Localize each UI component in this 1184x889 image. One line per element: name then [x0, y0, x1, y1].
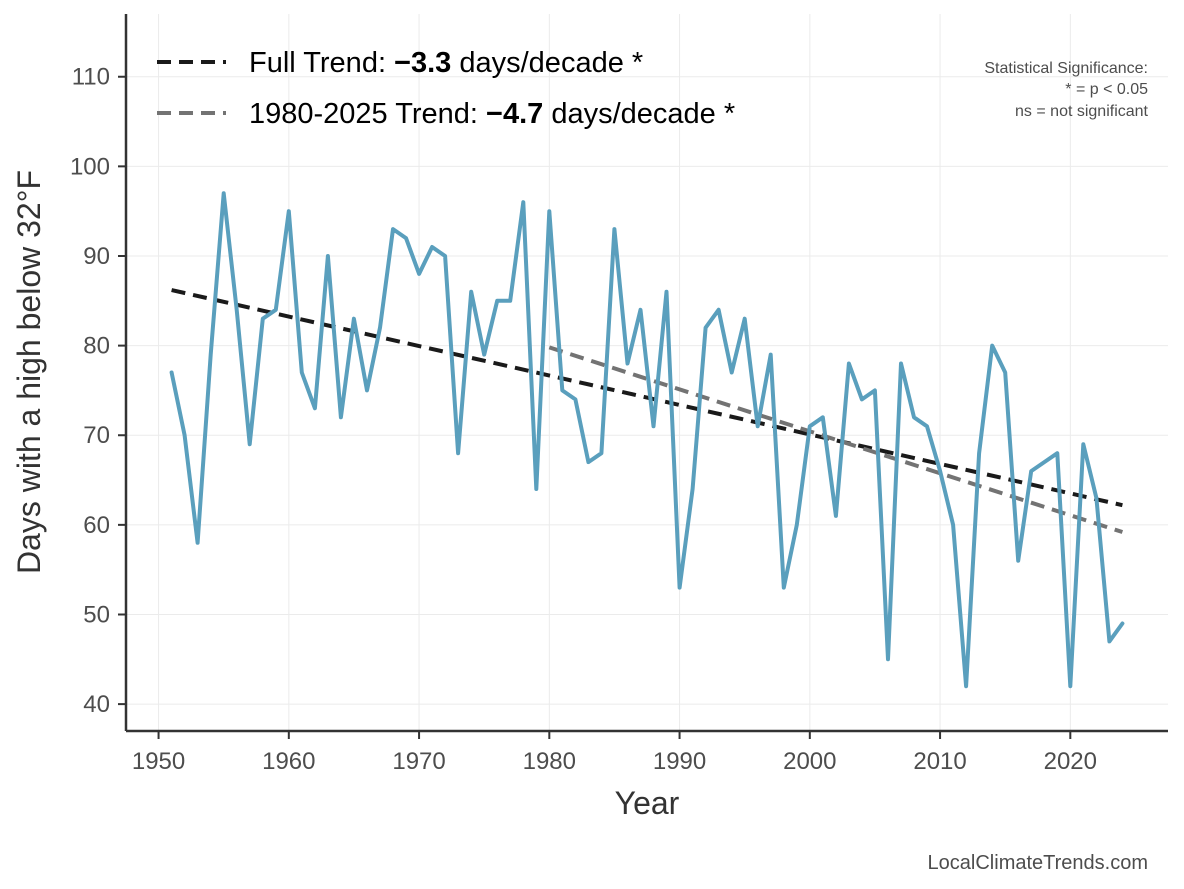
significance-line: Statistical Significance:: [984, 60, 1148, 77]
trend-line-full: [171, 288, 1123, 508]
y-tick-label: 80: [83, 333, 110, 360]
y-ticks: 40 50 60 70 80 90 100 110: [70, 64, 126, 718]
y-tick-label: 70: [83, 422, 110, 449]
significance-line: ns = not significant: [1015, 103, 1149, 120]
series-line: [169, 191, 1125, 689]
significance-line: * = p < 0.05: [1065, 81, 1148, 98]
data-series: [169, 191, 1125, 689]
legend: Full Trend: −3.3 days/decade * 1980-2025…: [157, 47, 735, 130]
x-tick-label: 2000: [783, 748, 836, 775]
x-tick-label: 1960: [262, 748, 315, 775]
significance-note: Statistical Significance: * = p < 0.05 n…: [984, 60, 1148, 120]
legend-value-full-trend: −3.3: [394, 47, 451, 79]
y-tick-label: 90: [83, 243, 110, 270]
trend-lines: [171, 288, 1124, 534]
y-tick-label: 110: [72, 64, 110, 91]
trend-line-recent: [548, 345, 1124, 534]
x-tick-label: 1950: [132, 748, 185, 775]
legend-label-full-trend: Full Trend: −3.3 days/decade *: [249, 47, 643, 79]
x-axis-title: Year: [615, 785, 680, 821]
y-axis-title: Days with a high below 32°F: [11, 170, 47, 574]
x-tick-label: 1990: [653, 748, 706, 775]
x-tick-label: 2020: [1044, 748, 1097, 775]
y-tick-label: 40: [83, 691, 110, 718]
x-tick-label: 2010: [913, 748, 966, 775]
legend-value-recent-trend: −4.7: [486, 98, 543, 130]
legend-label-recent-trend: 1980-2025 Trend: −4.7 days/decade *: [249, 98, 735, 130]
x-tick-label: 1970: [392, 748, 445, 775]
x-ticks: 1950 1960 1970 1980 1990 2000 2010 2020: [132, 731, 1097, 775]
axes: [124, 14, 1168, 733]
y-tick-label: 50: [83, 601, 110, 628]
x-tick-label: 1980: [523, 748, 576, 775]
y-tick-label: 100: [70, 153, 110, 180]
y-tick-label: 60: [83, 512, 110, 539]
source-credit: LocalClimateTrends.com: [928, 852, 1148, 874]
